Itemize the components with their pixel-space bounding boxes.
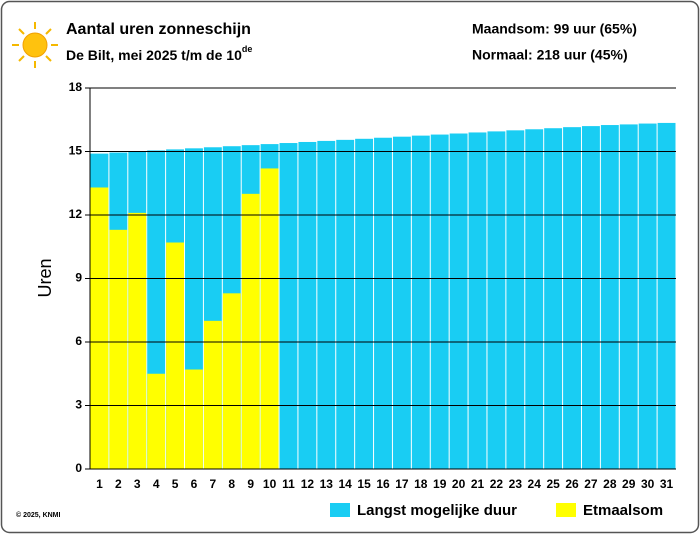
x-tick-label: 29 [622,477,636,491]
x-tick-label: 24 [528,477,542,491]
x-tick-label: 11 [282,477,295,491]
bar [317,140,336,469]
bar [203,320,222,469]
bar [166,242,185,469]
bar [185,369,203,469]
x-tick-label: 6 [191,477,198,491]
bar [222,293,241,469]
y-tick-label: 12 [69,207,83,221]
x-tick-label: 19 [433,477,447,491]
bar [90,187,109,469]
chart-title: Aantal uren zonneschijn [66,21,251,38]
x-tick-label: 4 [153,477,160,491]
x-tick-label: 3 [134,477,141,491]
x-tick-label: 8 [228,477,235,491]
bar [506,130,525,470]
x-tick-label: 21 [471,477,485,491]
bar [657,122,676,470]
y-tick-label: 18 [69,80,83,94]
legend-swatch [330,503,350,517]
bar [260,168,279,469]
x-tick-label: 15 [357,477,371,491]
legend-label: Etmaalsom [583,502,663,519]
x-tick-label: 5 [172,477,179,491]
bar [449,133,468,469]
bar [109,229,128,469]
bar [279,143,298,470]
x-tick-label: 30 [641,477,655,491]
chart-subtitle: De Bilt, mei 2025 t/m de 10de [66,44,252,62]
x-tick-label: 9 [247,477,254,491]
bar [563,127,581,470]
x-tick-label: 28 [603,477,617,491]
x-tick-label: 14 [339,477,353,491]
bar [619,124,638,469]
x-tick-label: 1 [96,477,103,491]
x-tick-label: 10 [263,477,277,491]
x-tick-label: 25 [546,477,560,491]
legend-label: Langst mogelijke duur [357,502,517,519]
x-tick-label: 27 [584,477,598,491]
bar [411,135,430,469]
legend-swatch [556,503,576,517]
y-tick-label: 3 [75,398,82,412]
bar [638,123,657,469]
x-tick-label: 12 [301,477,315,491]
x-tick-label: 2 [115,477,122,491]
bar [147,373,166,469]
bar [336,139,355,469]
bar [581,126,600,469]
bar [525,129,544,469]
bar [355,138,374,470]
x-tick-label: 7 [210,477,217,491]
annotation: Normaal: 218 uur (45%) [472,47,628,63]
annotation: Maandsom: 99 uur (65%) [472,21,637,37]
bar [544,128,563,469]
subtitle-sup: de [242,44,253,54]
x-tick-label: 22 [490,477,504,491]
y-tick-label: 6 [75,334,82,348]
bar [128,212,147,469]
bar [487,131,506,469]
x-tick-label: 26 [565,477,579,491]
y-tick-label: 0 [75,461,82,475]
x-tick-label: 20 [452,477,466,491]
bar [298,141,317,469]
bar [430,134,449,470]
bar [374,137,392,469]
credit: © 2025, KNMI [16,511,61,519]
x-tick-label: 13 [320,477,334,491]
sun-icon [12,22,58,68]
y-axis-label: Uren [35,258,55,297]
bar [600,125,619,470]
bar [392,136,411,469]
bar [241,193,260,470]
x-tick-label: 23 [509,477,523,491]
y-tick-label: 15 [69,144,83,158]
y-tick-label: 9 [75,271,82,285]
subtitle-text: De Bilt, mei 2025 t/m de 10 [66,47,242,63]
bar [468,132,487,469]
x-tick-label: 18 [414,477,428,491]
x-tick-label: 31 [660,477,674,491]
x-tick-label: 16 [376,477,390,491]
x-tick-label: 17 [395,477,409,491]
